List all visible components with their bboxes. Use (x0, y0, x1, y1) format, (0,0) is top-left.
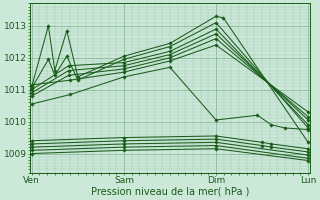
X-axis label: Pression niveau de la mer( hPa ): Pression niveau de la mer( hPa ) (91, 187, 249, 197)
